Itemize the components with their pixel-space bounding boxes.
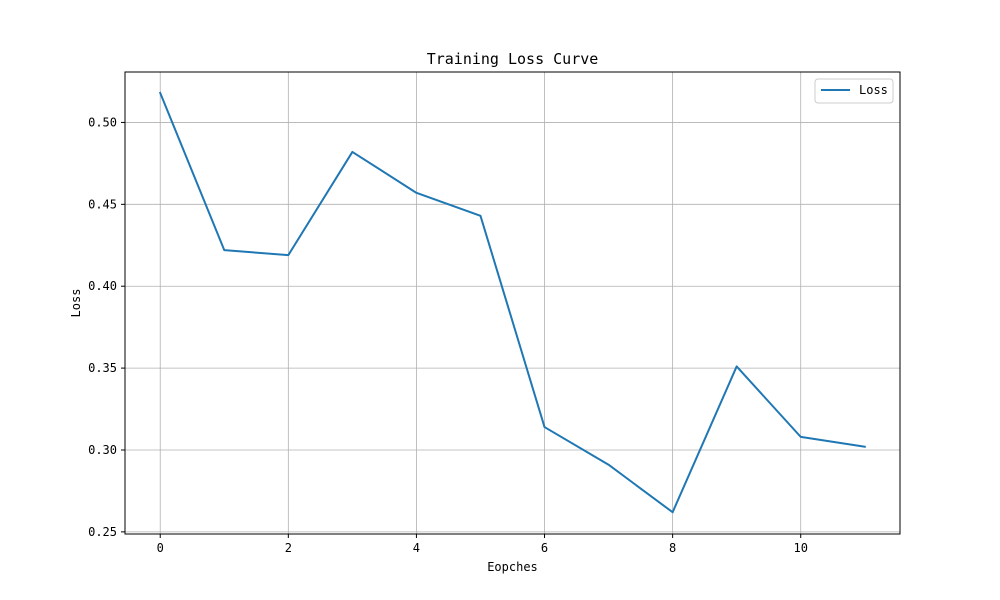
- y-tick-label: 0.45: [88, 197, 117, 211]
- data-point: [736, 365, 738, 367]
- data-point: [159, 92, 161, 94]
- legend-entry-label: Loss: [859, 83, 888, 97]
- legend: Loss: [814, 78, 894, 104]
- axis-ticks: 0 2 4 6 8 10 0.25 0.30 0.35 0.40 0.45 0.50: [88, 115, 808, 555]
- grid-lines: [125, 72, 900, 534]
- chart-title: Training Loss Curve: [427, 50, 599, 68]
- x-tick-label: 2: [285, 541, 292, 555]
- x-tick-label: 10: [793, 541, 807, 555]
- plot-area-frame: [124, 71, 901, 535]
- y-tick-label: 0.35: [88, 361, 117, 375]
- x-axis-label: Eopches: [487, 560, 538, 574]
- data-point: [864, 446, 866, 448]
- series-line-loss: [158, 91, 866, 514]
- data-point: [223, 249, 225, 251]
- plot-area-background: [125, 72, 900, 534]
- data-point: [800, 436, 802, 438]
- y-tick-label: 0.50: [88, 115, 117, 129]
- data-point: [479, 215, 481, 217]
- data-point: [608, 464, 610, 466]
- data-point: [544, 426, 546, 428]
- y-axis-label: Loss: [69, 289, 83, 318]
- data-point: [351, 151, 353, 153]
- x-tick-label: 6: [541, 541, 548, 555]
- data-point: [672, 511, 674, 513]
- x-tick-label: 8: [669, 541, 676, 555]
- data-point: [287, 254, 289, 256]
- y-tick-label: 0.30: [88, 443, 117, 457]
- x-tick-label: 0: [157, 541, 164, 555]
- data-point: [415, 192, 417, 194]
- y-tick-label: 0.25: [88, 525, 117, 539]
- legend-box: [814, 78, 894, 104]
- y-tick-label: 0.40: [88, 279, 117, 293]
- x-tick-label: 4: [413, 541, 420, 555]
- series-layer: [158, 91, 866, 514]
